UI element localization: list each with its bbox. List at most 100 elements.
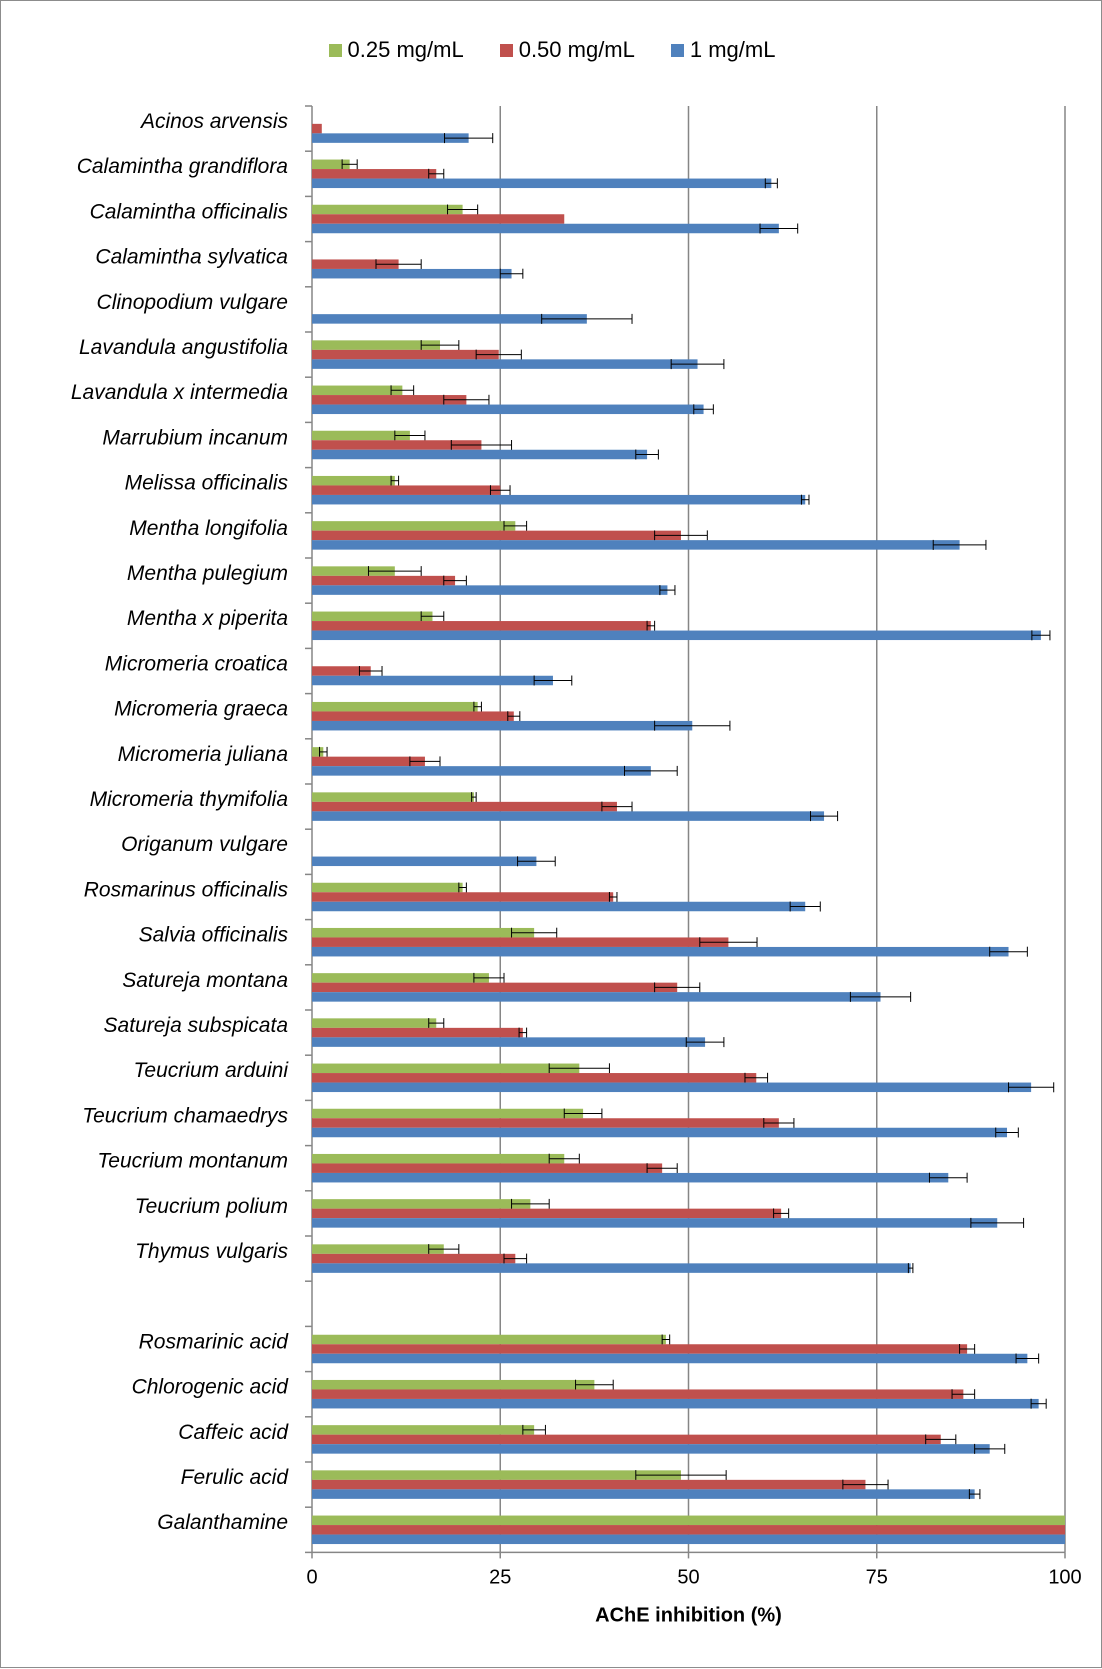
bar <box>312 1515 1065 1526</box>
category-label: Mentha pulegium <box>127 562 288 585</box>
x-tick-label: 75 <box>866 1566 888 1588</box>
bar <box>312 359 698 369</box>
x-tick-label: 100 <box>1048 1566 1081 1588</box>
bar <box>312 747 324 757</box>
bar <box>312 1172 949 1183</box>
bar <box>312 1037 706 1047</box>
category-label: Lavandula x intermedia <box>71 381 288 404</box>
category-label: Origanum vulgare <box>121 833 288 856</box>
bar <box>312 178 772 189</box>
bar <box>312 1389 964 1399</box>
bar <box>312 1063 580 1074</box>
bar <box>312 792 474 802</box>
category-label: Satureja subspicata <box>104 1014 288 1037</box>
bar <box>312 349 499 360</box>
bar <box>312 892 614 902</box>
category-label: Marrubium incanum <box>102 426 288 449</box>
bar <box>312 766 651 776</box>
bar <box>312 1334 666 1345</box>
bar <box>312 430 410 441</box>
bar <box>312 675 553 686</box>
category-label: Ferulic acid <box>181 1466 290 1489</box>
category-label: Rosmarinic acid <box>139 1330 290 1353</box>
category-label: Teucrium arduini <box>134 1059 290 1082</box>
category-label: Caffeic acid <box>178 1421 289 1444</box>
bar <box>312 882 463 893</box>
bar <box>312 1108 584 1119</box>
bar <box>312 1018 437 1028</box>
category-label: Chlorogenic acid <box>132 1376 290 1399</box>
bar <box>312 621 651 631</box>
category-label: Micromeria graeca <box>114 698 288 721</box>
bar <box>312 756 425 767</box>
bar <box>312 133 469 143</box>
bar <box>312 611 433 622</box>
bar <box>312 1218 998 1228</box>
legend-swatch-025 <box>328 43 342 57</box>
bar <box>312 937 729 947</box>
category-label: Clinopodium vulgare <box>97 291 288 314</box>
x-tick-label: 25 <box>489 1566 511 1588</box>
bar <box>312 1344 968 1354</box>
bar <box>312 1253 516 1264</box>
category-label: Mentha longifolia <box>129 517 288 540</box>
x-tick-label: 50 <box>677 1566 699 1588</box>
bar <box>312 530 681 541</box>
category-label: Calamintha grandiflora <box>77 155 288 178</box>
bar <box>312 720 693 731</box>
category-label: Melissa officinalis <box>125 472 289 495</box>
category-label: Salvia officinalis <box>139 924 289 947</box>
bar <box>312 1153 565 1164</box>
bar <box>312 268 512 279</box>
category-label: Teucrium polium <box>135 1195 288 1218</box>
bar <box>312 927 535 938</box>
category-label: Acinos arvensis <box>139 110 289 133</box>
bar <box>312 982 678 993</box>
bar <box>312 1199 531 1209</box>
bar <box>312 1353 1028 1364</box>
bar <box>312 1525 1065 1535</box>
category-label: Micromeria croatica <box>105 652 288 675</box>
bar <box>312 575 456 586</box>
bar <box>312 440 482 450</box>
bar <box>312 1444 990 1454</box>
bar <box>312 1434 941 1445</box>
bar <box>312 901 806 912</box>
bar <box>312 666 371 676</box>
bar <box>312 1379 595 1390</box>
bar <box>312 1470 681 1480</box>
bar <box>312 1263 911 1273</box>
bar <box>312 385 403 396</box>
legend-swatch-050 <box>499 43 513 57</box>
bar <box>312 1479 866 1490</box>
bar <box>312 1127 1008 1138</box>
category-label: Calamintha officinalis <box>90 200 289 223</box>
legend-swatch-1 <box>670 43 684 57</box>
bar <box>312 223 779 234</box>
bar <box>312 1082 1032 1093</box>
bar <box>312 992 881 1002</box>
bar <box>312 214 565 224</box>
legend-item-050: 0.50 mg/mL <box>499 37 635 63</box>
legend: 0.25 mg/mL 0.50 mg/mL 1 mg/mL <box>1 37 1102 63</box>
category-label: Teucrium montanum <box>97 1150 288 1173</box>
legend-item-025: 0.25 mg/mL <box>328 37 464 63</box>
bar <box>312 1118 779 1128</box>
bar <box>312 946 1009 957</box>
bar <box>312 449 648 460</box>
bar <box>312 1244 444 1254</box>
bar <box>312 711 514 721</box>
bar <box>312 630 1041 641</box>
bar <box>312 521 516 531</box>
category-label: Galanthamine <box>157 1511 288 1534</box>
bar <box>312 701 478 712</box>
legend-label-1: 1 mg/mL <box>689 37 776 62</box>
category-label: Micromeria juliana <box>118 743 288 766</box>
category-label: Lavandula angustifolia <box>79 336 288 359</box>
bar <box>312 566 395 576</box>
category-label: Micromeria thymifolia <box>90 788 288 811</box>
bar <box>312 395 467 405</box>
category-label: Satureja montana <box>122 969 288 992</box>
